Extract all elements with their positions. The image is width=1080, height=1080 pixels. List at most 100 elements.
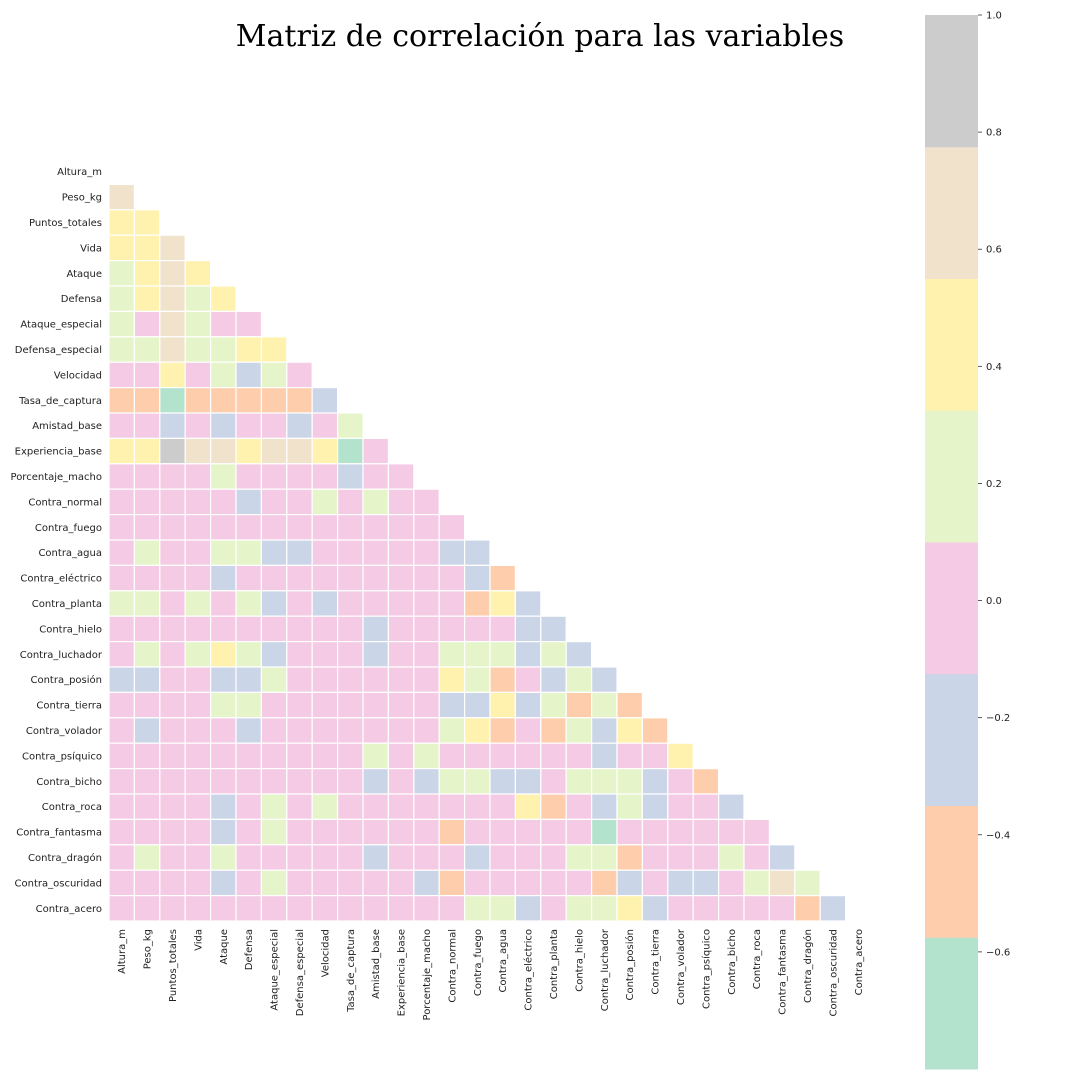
heatmap-cell xyxy=(133,513,161,541)
heatmap-cell xyxy=(260,336,288,363)
y-tick-label: Contra_acero xyxy=(36,904,102,915)
y-tick-label: Contra_psíquico xyxy=(22,750,102,762)
heatmap-cell xyxy=(590,869,618,897)
heatmap-cell xyxy=(667,793,694,820)
heatmap-cell xyxy=(210,844,237,871)
heatmap-cell xyxy=(565,640,593,668)
heatmap-cell xyxy=(311,818,339,846)
heatmap-cell xyxy=(184,590,212,617)
heatmap-cell xyxy=(667,767,694,795)
heatmap-cell xyxy=(260,590,288,617)
heatmap-cell xyxy=(362,564,389,592)
heatmap-cell xyxy=(438,869,466,897)
heatmap-cell xyxy=(387,640,415,668)
heatmap-cell xyxy=(311,513,339,541)
y-tick-label: Contra_posión xyxy=(30,674,102,686)
heatmap-cell xyxy=(717,869,745,897)
heatmap-cell xyxy=(337,844,364,871)
y-tick-label: Contra_oscuridad xyxy=(15,878,102,889)
heatmap-cell xyxy=(337,488,364,516)
heatmap-cell xyxy=(210,513,237,541)
heatmap-cell xyxy=(387,463,415,490)
heatmap-cell xyxy=(108,742,135,770)
heatmap-cell xyxy=(768,869,796,897)
heatmap-cell xyxy=(184,742,212,770)
heatmap-cell xyxy=(464,844,491,871)
y-tick-label: Contra_luchador xyxy=(20,650,103,661)
heatmap-cell xyxy=(413,615,440,643)
heatmap-cell xyxy=(590,844,618,871)
heatmap-cell xyxy=(235,590,262,617)
heatmap-cell xyxy=(616,793,643,820)
heatmap-cell xyxy=(514,844,542,871)
heatmap-cell xyxy=(184,285,212,312)
heatmap-cell xyxy=(108,310,135,338)
heatmap-cell xyxy=(286,767,313,795)
heatmap-cell xyxy=(311,488,339,516)
heatmap-cell xyxy=(210,387,237,414)
heatmap-cell xyxy=(235,844,262,871)
heatmap-cell xyxy=(489,793,516,820)
y-tick-label: Contra_fuego xyxy=(35,523,102,534)
heatmap-cell xyxy=(133,539,161,566)
heatmap-cell xyxy=(133,869,161,897)
heatmap-cell xyxy=(133,488,161,516)
heatmap-cell xyxy=(464,539,491,566)
heatmap-cell xyxy=(286,793,313,820)
heatmap-cell xyxy=(108,260,135,287)
heatmap-cell xyxy=(260,869,288,897)
heatmap-cell xyxy=(108,894,135,922)
heatmap-cell xyxy=(413,488,440,516)
heatmap-cell xyxy=(590,818,618,846)
heatmap-cell xyxy=(235,869,262,897)
heatmap-cell xyxy=(235,513,262,541)
heatmap-cell xyxy=(514,590,542,617)
heatmap-cell xyxy=(616,691,643,719)
colorbar-segment xyxy=(925,542,978,675)
heatmap-cell xyxy=(286,640,313,668)
heatmap-cell xyxy=(362,717,389,744)
heatmap-cell xyxy=(108,361,135,389)
heatmap-cell xyxy=(133,285,161,312)
heatmap-cell xyxy=(337,767,364,795)
heatmap-cell xyxy=(235,310,262,338)
heatmap-cell xyxy=(311,640,339,668)
heatmap-cell xyxy=(438,640,466,668)
heatmap-cell xyxy=(337,869,364,897)
heatmap-cell xyxy=(235,539,262,566)
heatmap-cell xyxy=(286,666,313,693)
y-tick-label: Contra_agua xyxy=(38,548,102,559)
colorbar-segment xyxy=(925,146,978,279)
heatmap-cell xyxy=(540,894,567,922)
y-tick-label: Defensa_especial xyxy=(15,345,102,356)
heatmap-cell xyxy=(108,615,135,643)
heatmap-cell xyxy=(387,793,415,820)
heatmap-cell xyxy=(210,463,237,490)
heatmap-cell xyxy=(540,717,567,744)
heatmap-cell xyxy=(108,691,135,719)
heatmap-cell xyxy=(413,590,440,617)
heatmap-cell xyxy=(438,666,466,693)
heatmap-cell xyxy=(210,894,237,922)
heatmap-cell xyxy=(438,742,466,770)
heatmap-cell xyxy=(235,361,262,389)
heatmap-cell xyxy=(286,615,313,643)
heatmap-cell xyxy=(184,387,212,414)
heatmap-cell xyxy=(616,742,643,770)
heatmap-cell xyxy=(362,793,389,820)
heatmap-cell xyxy=(413,818,440,846)
heatmap-cell xyxy=(717,793,745,820)
heatmap-cell xyxy=(565,666,593,693)
heatmap-cell xyxy=(184,894,212,922)
heatmap-cell xyxy=(641,793,669,820)
heatmap-cell xyxy=(184,539,212,566)
heatmap-cell xyxy=(260,691,288,719)
heatmap-cell xyxy=(464,767,491,795)
x-tick-label: Altura_m xyxy=(117,929,128,974)
heatmap-cell xyxy=(159,818,186,846)
heatmap-cell xyxy=(590,894,618,922)
heatmap-cell xyxy=(641,869,669,897)
heatmap-cell xyxy=(540,844,567,871)
heatmap-cell xyxy=(286,539,313,566)
heatmap-cell xyxy=(362,463,389,490)
